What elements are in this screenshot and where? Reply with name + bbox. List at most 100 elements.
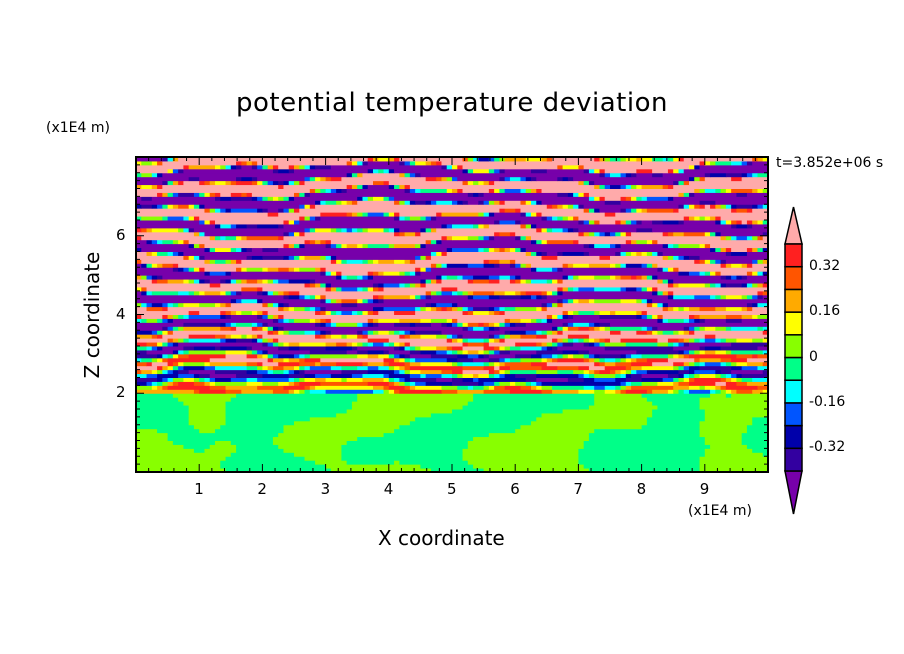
contour-cell (367, 342, 374, 347)
contour-cell (188, 420, 227, 426)
contour-cell (325, 342, 337, 347)
contour-cell (588, 338, 595, 343)
contour-cell (488, 349, 495, 355)
contour-cell (694, 164, 701, 170)
contour-cell (309, 188, 316, 193)
contour-cell (430, 306, 437, 312)
contour-cell (436, 275, 442, 280)
contour-cell (673, 231, 685, 237)
contour-cell (457, 286, 558, 292)
contour-cell (141, 290, 148, 296)
contour-cell (441, 373, 453, 378)
contour-cell (573, 192, 579, 197)
contour-cell (473, 168, 490, 174)
contour-cell (488, 342, 516, 347)
contour-cell (425, 290, 432, 296)
contour-cell (699, 346, 706, 351)
contour-cell (383, 271, 400, 276)
contour-cell (146, 346, 153, 351)
contour-cell (599, 255, 611, 260)
contour-cell (236, 393, 358, 398)
contour-cell (425, 302, 432, 308)
contour-cell (615, 220, 622, 225)
contour-cell (162, 346, 184, 351)
contour-cell (599, 184, 606, 189)
contour-cell (536, 223, 732, 229)
contour-cell (299, 192, 306, 197)
contour-cell (136, 172, 142, 178)
contour-cell (731, 223, 737, 229)
contour-cell (215, 381, 248, 386)
contour-cell (631, 275, 637, 280)
contour-cell (520, 188, 527, 193)
contour-cell (136, 460, 221, 465)
contour-cell (504, 247, 511, 252)
contour-cell (251, 322, 258, 327)
contour-cell (652, 168, 669, 174)
contour-cell (220, 192, 232, 197)
contour-cell (720, 338, 727, 343)
contour-cell (473, 393, 595, 398)
contour-cell (257, 180, 263, 186)
contour-cell (404, 369, 411, 375)
contour-cell (162, 385, 169, 390)
chart-title: potential temperature deviation (236, 88, 668, 118)
contour-cell (441, 275, 448, 280)
contour-cell (336, 361, 363, 367)
contour-cell (504, 338, 553, 343)
contour-cell (762, 271, 769, 276)
contour-cell (188, 334, 216, 339)
contour-cell (620, 157, 627, 162)
contour-cell (409, 381, 416, 386)
contour-cell (378, 318, 400, 323)
contour-cell (752, 283, 758, 288)
contour-cell (673, 361, 685, 367)
contour-cell (304, 294, 311, 300)
contour-cell (683, 220, 716, 225)
contour-cell (667, 353, 674, 359)
contour-cell (272, 389, 290, 394)
contour-cell (499, 306, 506, 312)
contour-cell (230, 208, 258, 213)
contour-cell (594, 397, 648, 402)
contour-cell (652, 239, 658, 245)
contour-cell (625, 157, 637, 162)
contour-cell (594, 377, 616, 382)
contour-cell (373, 310, 379, 315)
contour-cell (678, 168, 685, 174)
contour-cell (531, 361, 548, 367)
contour-cell (588, 365, 606, 371)
contour-cell (752, 247, 758, 252)
contour-cell (610, 330, 622, 335)
contour-cell (336, 243, 342, 249)
time-label: t=3.852e+06 s (776, 155, 884, 171)
contour-cell (341, 275, 348, 280)
contour-cell (620, 357, 627, 363)
contour-cell (704, 448, 753, 453)
contour-cell (478, 180, 485, 186)
contour-cell (646, 196, 669, 201)
contour-cell (162, 302, 169, 308)
contour-cell (188, 255, 195, 260)
contour-cell (488, 294, 500, 300)
contour-cell (583, 385, 595, 390)
contour-cell (157, 330, 163, 335)
contour-cell (394, 216, 400, 221)
contour-cell (446, 247, 453, 252)
contour-cell (299, 346, 327, 351)
contour-cell (752, 204, 758, 209)
contour-cell (378, 283, 385, 288)
contour-cell (378, 353, 390, 359)
y-tick-label: 6 (116, 225, 126, 244)
contour-cell (346, 460, 395, 465)
contour-cell (499, 263, 511, 268)
contour-cell (378, 294, 385, 300)
contour-cell (225, 180, 232, 186)
contour-cell (452, 349, 458, 355)
contour-cell (341, 365, 358, 371)
contour-cell (199, 231, 205, 237)
contour-cell (215, 208, 221, 213)
contour-cell (383, 286, 442, 292)
contour-cell (172, 369, 179, 375)
contour-cell (678, 330, 685, 335)
